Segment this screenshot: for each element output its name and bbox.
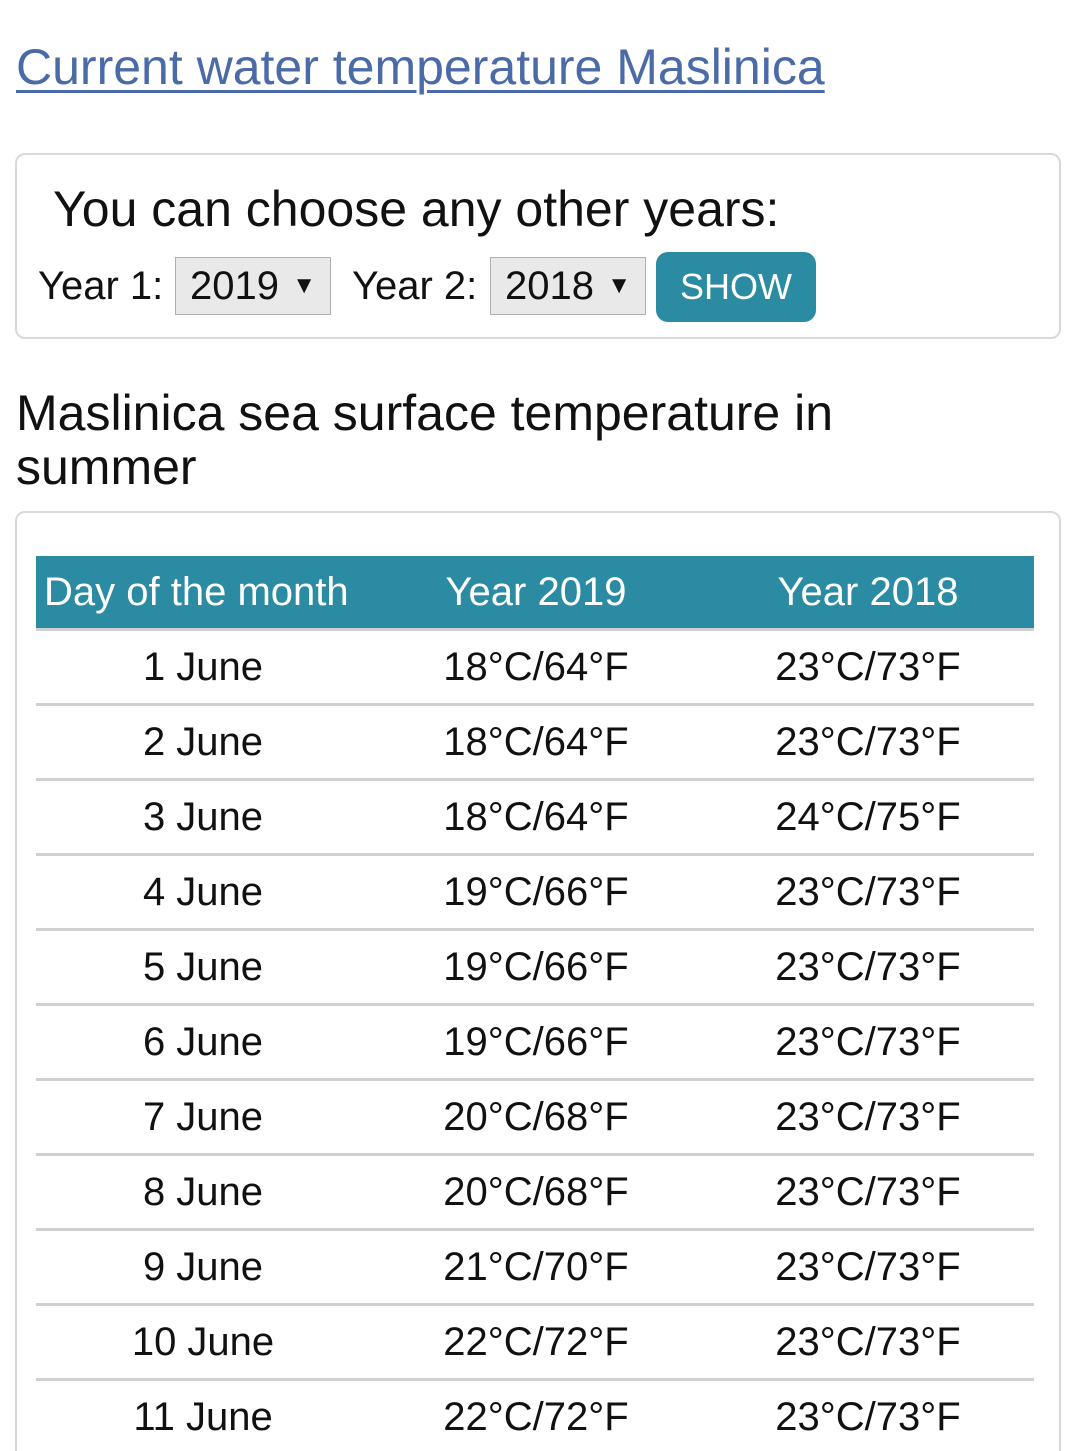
cell-year2-temp: 23°C/73°F	[702, 629, 1034, 706]
cell-year2-temp: 23°C/73°F	[702, 1154, 1034, 1231]
section-title: Maslinica sea surface temperature in sum…	[16, 385, 834, 495]
year1-label: Year 1:	[38, 264, 164, 308]
table-row: 1 June 18°C/64°F 23°C/73°F	[36, 629, 1034, 706]
year2-select[interactable]: 2018 ▼	[490, 257, 646, 315]
cell-day: 4 June	[36, 854, 370, 931]
table-row: 2 June 18°C/64°F 23°C/73°F	[36, 704, 1034, 781]
chevron-down-icon: ▼	[292, 272, 316, 299]
cell-year2-temp: 23°C/73°F	[702, 1079, 1034, 1156]
current-water-temperature-link[interactable]: Current water temperature Maslinica	[16, 39, 825, 95]
cell-year1-temp: 18°C/64°F	[370, 779, 702, 856]
cell-year1-temp: 19°C/66°F	[370, 929, 702, 1006]
table-header-row: Day of the month Year 2019 Year 2018	[36, 556, 1034, 631]
year-chooser-panel: You can choose any other years: Year 1: …	[15, 153, 1061, 339]
column-header-year2: Year 2018	[702, 556, 1034, 631]
cell-year1-temp: 19°C/66°F	[370, 1004, 702, 1081]
cell-day: 1 June	[36, 629, 370, 706]
cell-day: 10 June	[36, 1304, 370, 1381]
year1-selected-value: 2019	[190, 264, 279, 308]
table-row: 9 June 21°C/70°F 23°C/73°F	[36, 1229, 1034, 1306]
cell-year1-temp: 22°C/72°F	[370, 1304, 702, 1381]
table-row: 11 June 22°C/72°F 23°C/73°F	[36, 1379, 1034, 1451]
year2-selected-value: 2018	[505, 264, 594, 308]
table-row: 7 June 20°C/68°F 23°C/73°F	[36, 1079, 1034, 1156]
cell-year1-temp: 21°C/70°F	[370, 1229, 702, 1306]
cell-year1-temp: 18°C/64°F	[370, 629, 702, 706]
column-header-day: Day of the month	[36, 556, 370, 631]
cell-year1-temp: 22°C/72°F	[370, 1379, 702, 1451]
cell-year2-temp: 23°C/73°F	[702, 704, 1034, 781]
table-row: 8 June 20°C/68°F 23°C/73°F	[36, 1154, 1034, 1231]
cell-day: 6 June	[36, 1004, 370, 1081]
cell-year1-temp: 20°C/68°F	[370, 1154, 702, 1231]
table-row: 6 June 19°C/66°F 23°C/73°F	[36, 1004, 1034, 1081]
cell-day: 2 June	[36, 704, 370, 781]
chooser-title: You can choose any other years:	[53, 181, 780, 237]
year2-label: Year 2:	[352, 264, 478, 308]
cell-year2-temp: 23°C/73°F	[702, 1229, 1034, 1306]
cell-day: 8 June	[36, 1154, 370, 1231]
chevron-down-icon: ▼	[607, 272, 631, 299]
cell-day: 7 June	[36, 1079, 370, 1156]
cell-year2-temp: 23°C/73°F	[702, 1304, 1034, 1381]
cell-year2-temp: 24°C/75°F	[702, 779, 1034, 856]
table-row: 5 June 19°C/66°F 23°C/73°F	[36, 929, 1034, 1006]
cell-day: 9 June	[36, 1229, 370, 1306]
cell-year2-temp: 23°C/73°F	[702, 1379, 1034, 1451]
show-button[interactable]: SHOW	[656, 252, 816, 322]
cell-day: 11 June	[36, 1379, 370, 1451]
cell-year1-temp: 19°C/66°F	[370, 854, 702, 931]
table-panel	[15, 511, 1061, 1451]
cell-day: 5 June	[36, 929, 370, 1006]
cell-year1-temp: 20°C/68°F	[370, 1079, 702, 1156]
table-row: 3 June 18°C/64°F 24°C/75°F	[36, 779, 1034, 856]
cell-year2-temp: 23°C/73°F	[702, 929, 1034, 1006]
cell-year2-temp: 23°C/73°F	[702, 1004, 1034, 1081]
cell-year1-temp: 18°C/64°F	[370, 704, 702, 781]
cell-year2-temp: 23°C/73°F	[702, 854, 1034, 931]
column-header-year1: Year 2019	[370, 556, 702, 631]
cell-day: 3 June	[36, 779, 370, 856]
table-row: 10 June 22°C/72°F 23°C/73°F	[36, 1304, 1034, 1381]
temperature-table: Day of the month Year 2019 Year 2018 1 J…	[36, 556, 1034, 1451]
table-row: 4 June 19°C/66°F 23°C/73°F	[36, 854, 1034, 931]
year1-select[interactable]: 2019 ▼	[175, 257, 331, 315]
